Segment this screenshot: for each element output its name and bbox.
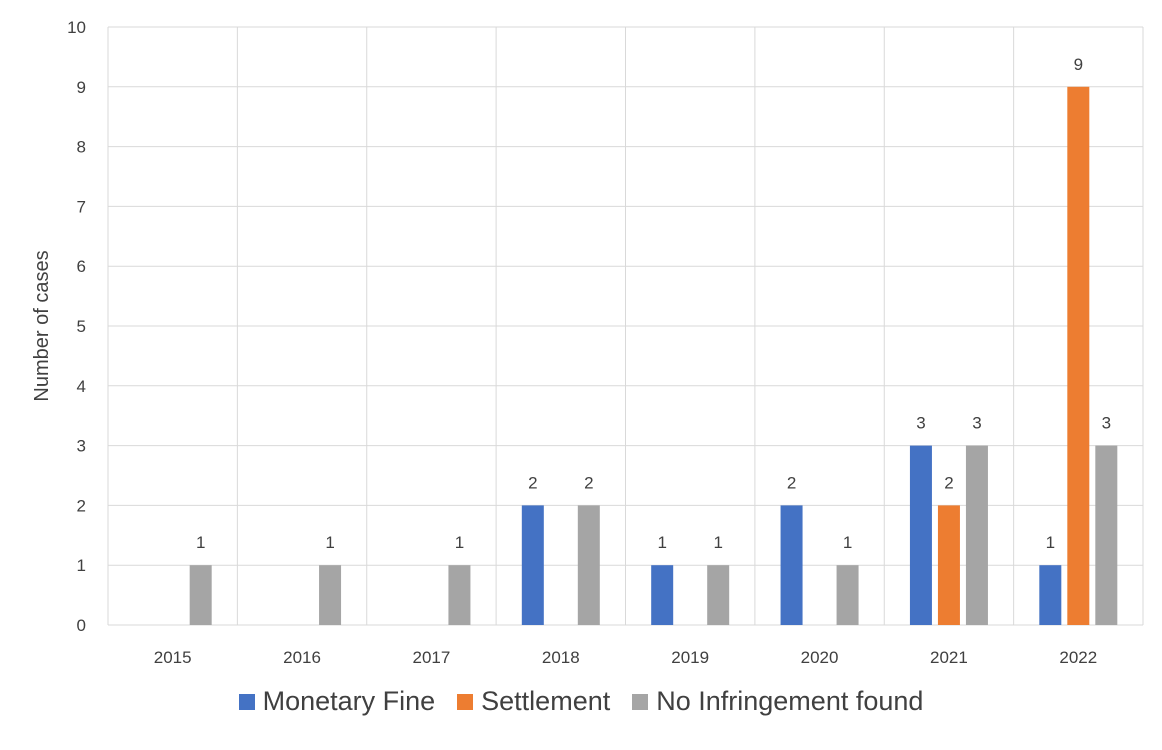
bar	[707, 565, 730, 625]
data-label: 2	[584, 473, 593, 492]
bar	[577, 505, 600, 625]
data-label: 1	[325, 533, 334, 552]
bar	[189, 565, 212, 625]
bar	[1067, 86, 1090, 626]
data-label: 3	[972, 414, 981, 433]
bar	[780, 505, 803, 625]
gridlines	[107, 26, 1144, 626]
y-tick-label: 4	[77, 377, 86, 396]
y-tick-label: 6	[77, 257, 86, 276]
bar	[937, 505, 960, 625]
data-label: 1	[843, 533, 852, 552]
legend-item: Monetary Fine	[238, 686, 436, 717]
y-tick-label: 1	[77, 556, 86, 575]
bars	[189, 86, 1118, 626]
legend-item: No Infringement found	[632, 686, 923, 717]
legend-item: Settlement	[457, 686, 610, 717]
bar	[909, 445, 932, 625]
y-tick-label: 3	[77, 437, 86, 456]
data-label: 1	[1046, 533, 1055, 552]
x-tick-label: 2022	[1059, 648, 1097, 667]
data-label: 2	[528, 473, 537, 492]
data-label: 2	[944, 473, 953, 492]
x-tick-label: 2018	[542, 648, 580, 667]
x-tick-label: 2015	[154, 648, 192, 667]
bar	[651, 565, 674, 625]
legend-label: Monetary Fine	[262, 686, 436, 716]
bar	[836, 565, 859, 625]
data-label: 3	[1102, 414, 1111, 433]
legend: Monetary Fine Settlement No Infringement f…	[0, 686, 1162, 717]
y-tick-label: 2	[77, 496, 86, 515]
y-tick-label: 0	[77, 616, 86, 635]
bar	[1095, 445, 1118, 625]
y-tick-label: 10	[67, 18, 86, 37]
data-label: 1	[196, 533, 205, 552]
legend-swatch	[457, 693, 474, 710]
chart-svg: 0 1 2 3 4 5 6 7 8 9 10 2015 2016 2017 2018 2019 2020 2021…	[31, 18, 1144, 667]
data-label: 3	[916, 414, 925, 433]
data-label: 1	[657, 533, 666, 552]
x-tick-label: 2020	[801, 648, 839, 667]
bar	[1039, 565, 1062, 625]
legend-swatch	[632, 693, 649, 710]
legend-label: No Infringement found	[656, 686, 924, 716]
data-label: 1	[713, 533, 722, 552]
data-label: 1	[455, 533, 464, 552]
legend-swatch	[238, 693, 255, 710]
axes: 0 1 2 3 4 5 6 7 8 9 10 2015 2016 2017 2018 2019 2020 2021…	[67, 18, 1097, 667]
data-label: 9	[1074, 55, 1083, 74]
x-tick-label: 2017	[413, 648, 451, 667]
legend-label: Settlement	[481, 686, 611, 716]
data-label: 2	[787, 473, 796, 492]
data-labels: 2 1 2 3 1 2 9 1 1 1 2 1 1 3 3	[196, 55, 1111, 552]
y-tick-label: 8	[77, 138, 86, 157]
bar	[521, 505, 544, 625]
x-tick-label: 2016	[283, 648, 321, 667]
y-tick-label: 7	[77, 197, 86, 216]
y-tick-label: 5	[77, 317, 86, 336]
y-axis-title: Number of cases	[31, 250, 53, 401]
y-tick-label: 9	[77, 78, 86, 97]
bar	[319, 565, 342, 625]
x-tick-label: 2019	[671, 648, 709, 667]
bar	[448, 565, 471, 625]
bar	[965, 445, 988, 625]
x-tick-label: 2021	[930, 648, 968, 667]
